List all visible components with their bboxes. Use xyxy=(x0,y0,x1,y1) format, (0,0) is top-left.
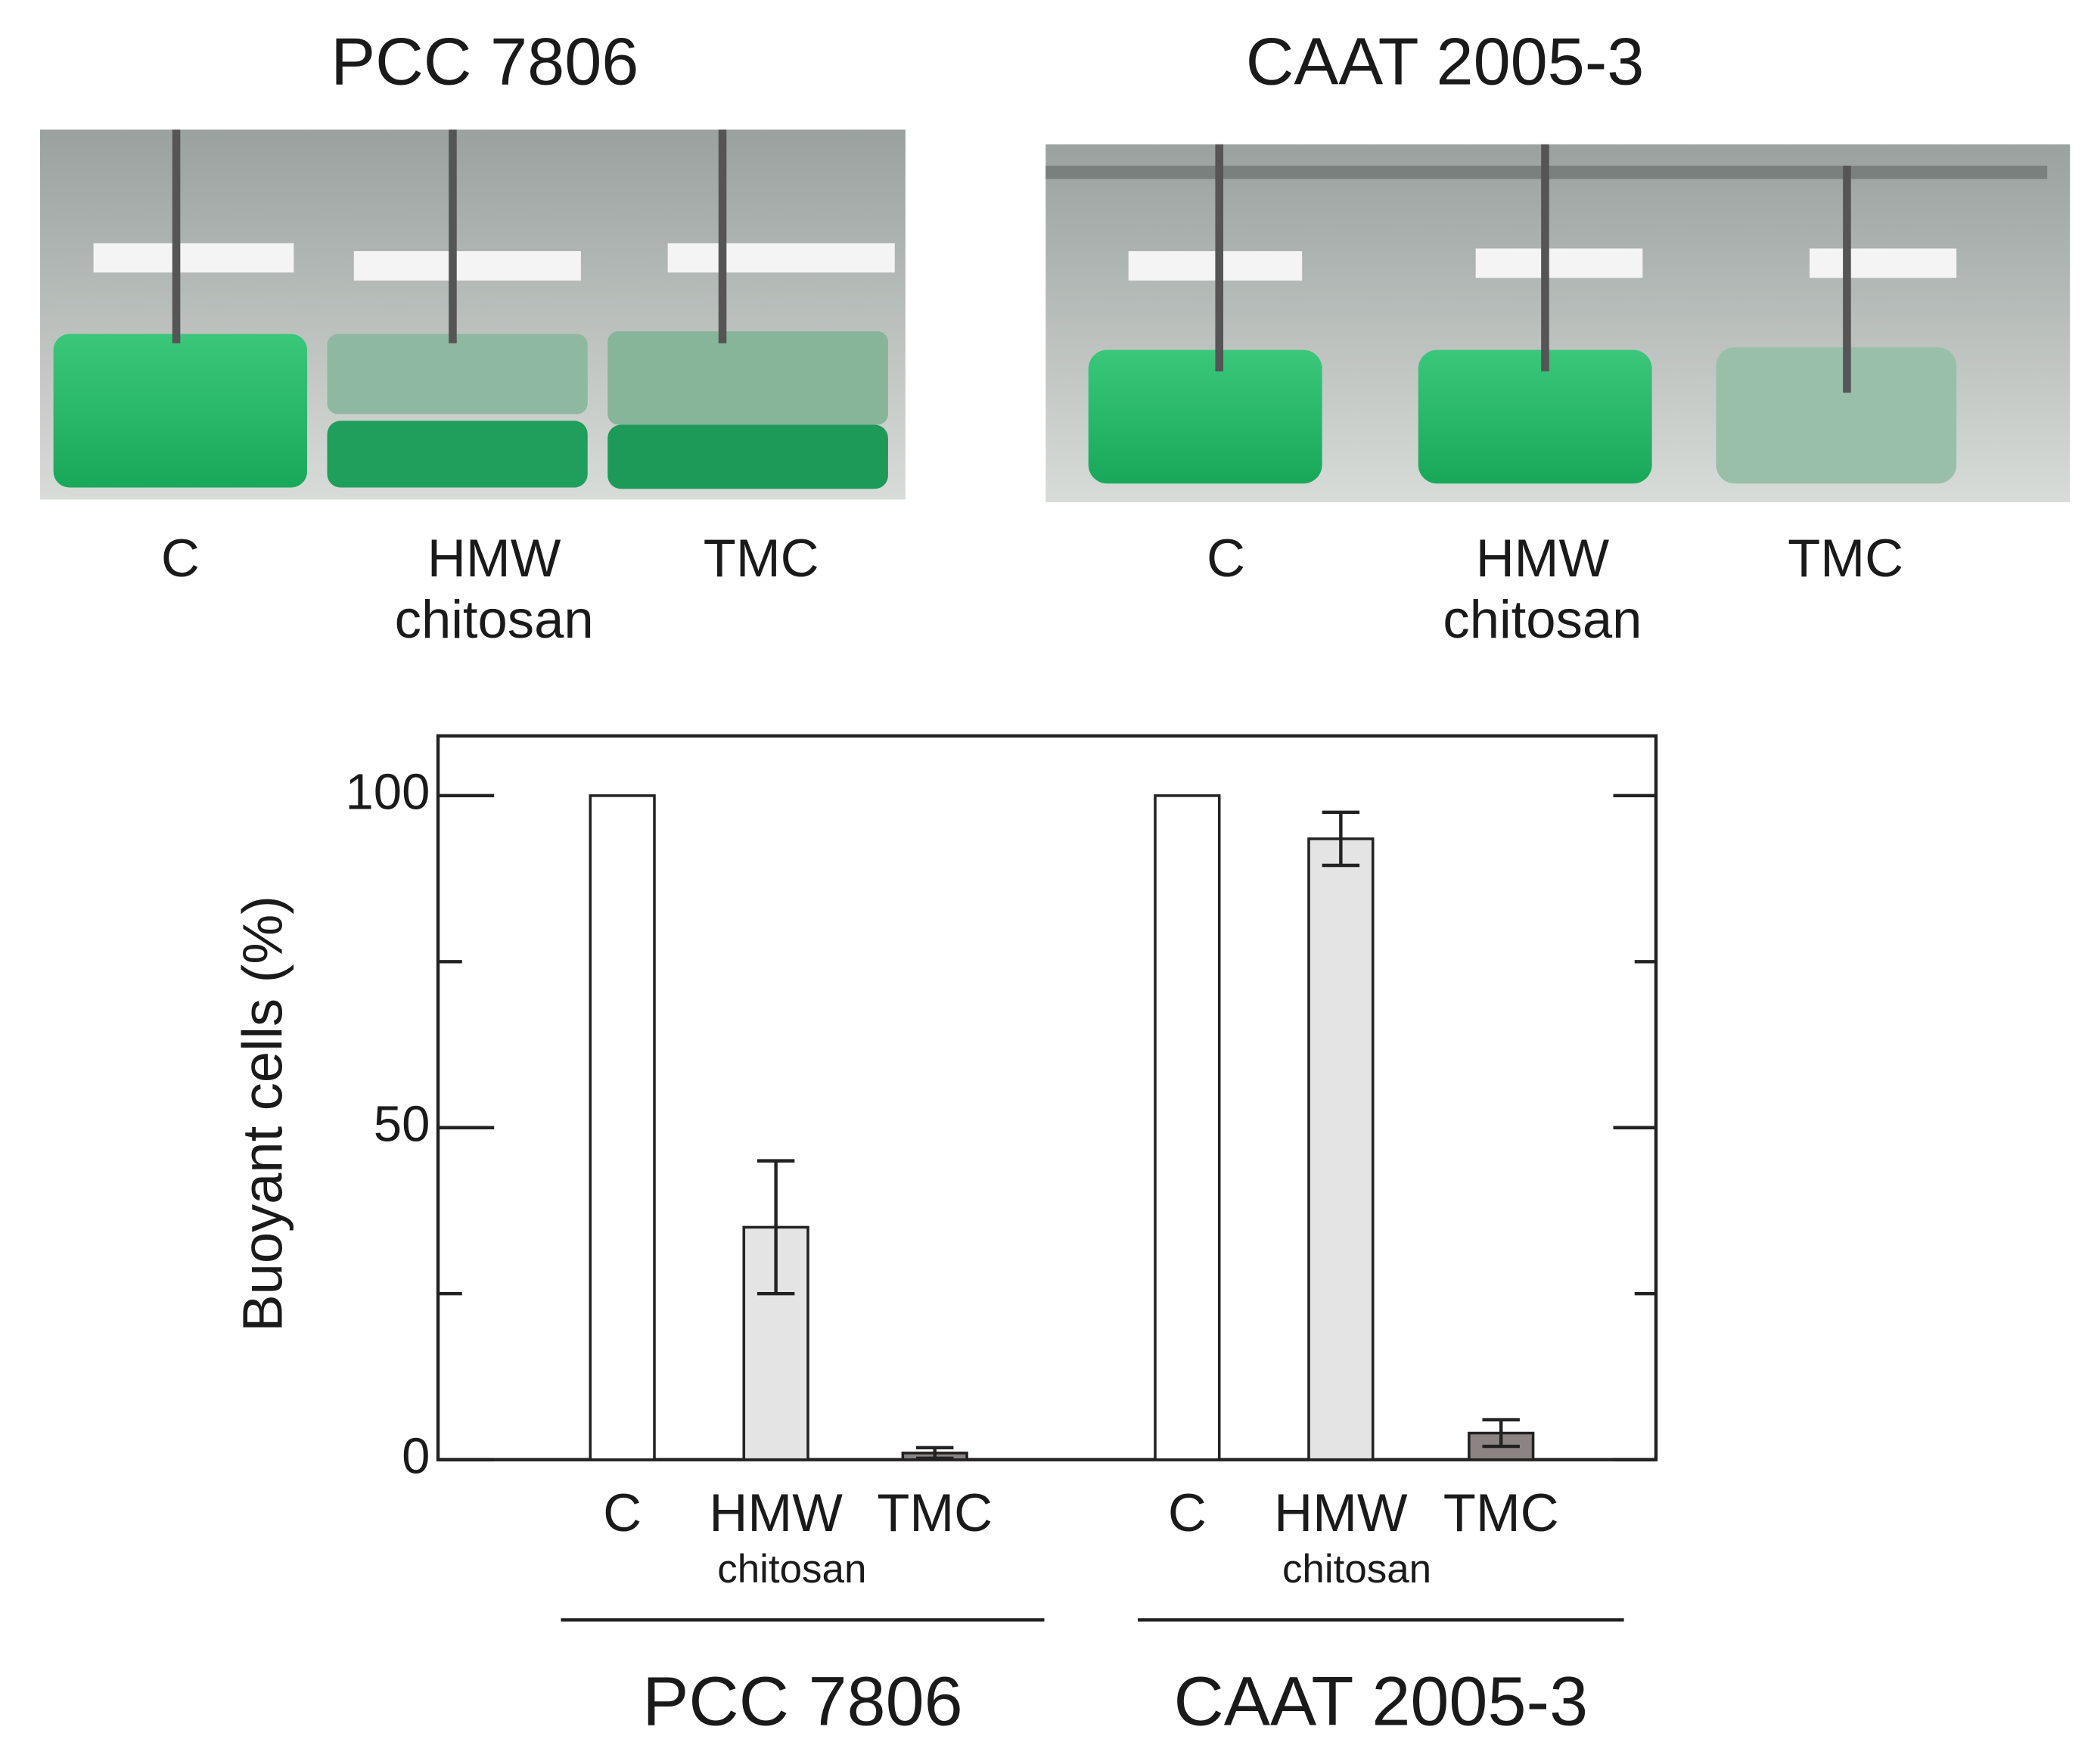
photo-2 xyxy=(1045,144,2071,502)
photo-label: TMC xyxy=(1788,528,1903,588)
x-tick-label: C xyxy=(603,1483,642,1542)
plot-frame xyxy=(436,734,1658,1461)
photo-label: C xyxy=(1207,528,1245,588)
photo-title: CAAT 2005-3 xyxy=(1246,24,1645,99)
photo-label: TMC xyxy=(704,528,819,588)
x-tick-sublabel: chitosan xyxy=(1282,1547,1431,1592)
photo-label: chitosan xyxy=(395,589,594,649)
x-tick-label: HMW xyxy=(709,1483,843,1542)
x-tick-label: HMW xyxy=(1274,1483,1408,1542)
group-label: PCC 7806 xyxy=(642,1663,962,1740)
y-tick-label: 0 xyxy=(402,1427,430,1484)
photo-label: HMW xyxy=(427,528,561,588)
bar xyxy=(589,794,656,1461)
y-tick-label: 50 xyxy=(374,1095,430,1152)
bar xyxy=(1154,794,1221,1461)
y-axis-label: Buoyant cells (%) xyxy=(231,896,294,1332)
photo-title: PCC 7806 xyxy=(331,24,638,99)
photo-1 xyxy=(39,129,906,500)
bar xyxy=(1307,837,1375,1461)
group-label: CAAT 2005-3 xyxy=(1174,1663,1589,1740)
error-bar xyxy=(916,1446,954,1461)
photo-label: chitosan xyxy=(1443,589,1642,649)
error-bar xyxy=(757,1159,795,1296)
photo-label: HMW xyxy=(1476,528,1610,588)
x-tick-label: TMC xyxy=(1443,1483,1559,1542)
y-tick-label: 100 xyxy=(346,764,430,821)
x-tick-sublabel: chitosan xyxy=(717,1547,866,1592)
error-bar xyxy=(1482,1418,1520,1449)
x-tick-label: C xyxy=(1168,1483,1207,1542)
photo-label: C xyxy=(161,528,200,588)
x-tick-label: TMC xyxy=(877,1483,993,1542)
error-bar xyxy=(1322,810,1360,868)
